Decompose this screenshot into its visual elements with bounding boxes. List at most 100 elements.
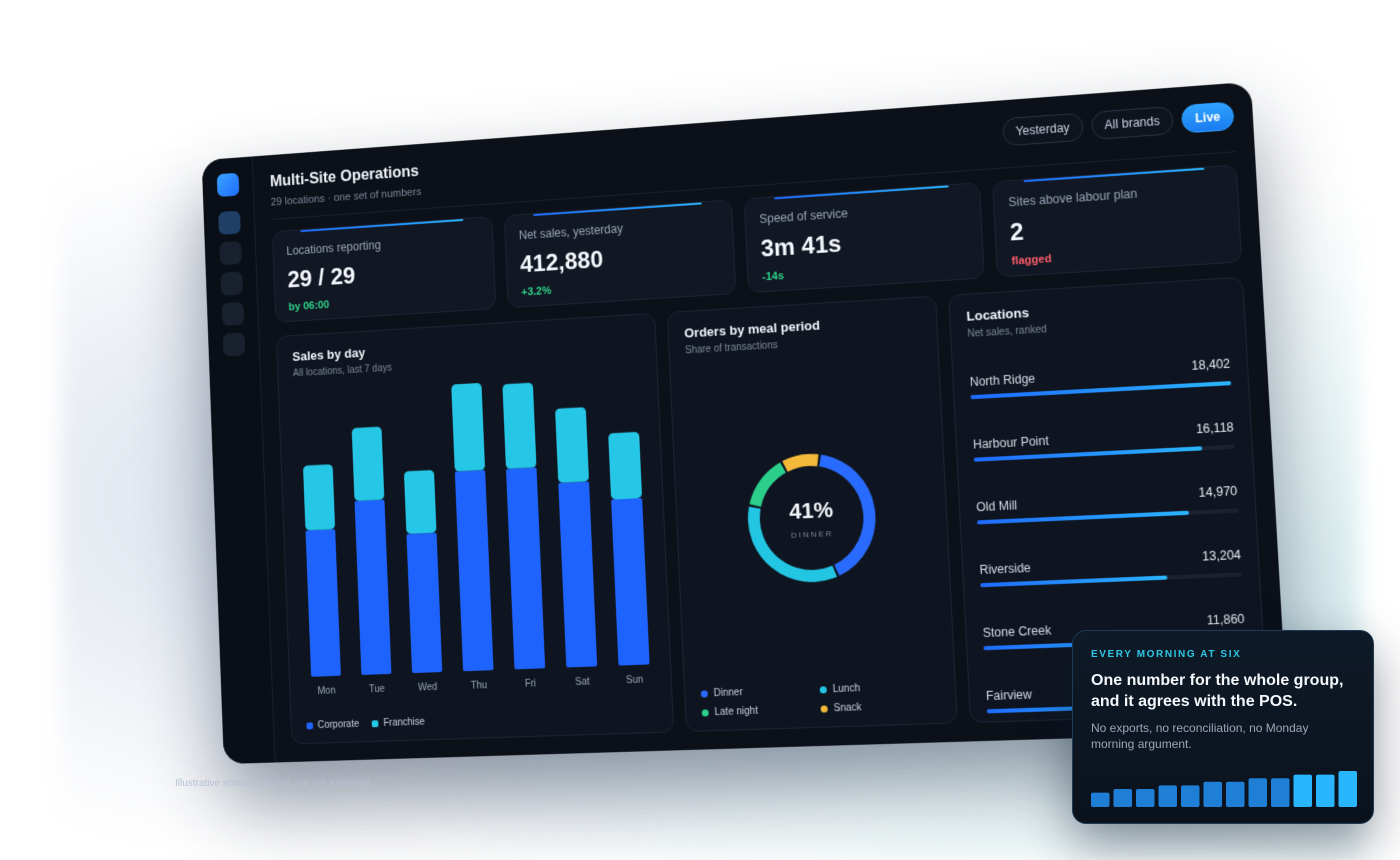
spark-bar [1249, 778, 1268, 807]
kpi-label: Speed of service [759, 198, 966, 226]
nav-item-locations[interactable] [222, 302, 245, 326]
location-bar-fill [980, 575, 1167, 587]
x-tick-label: Tue [369, 684, 386, 695]
location-value: 18,402 [1191, 356, 1230, 372]
kpi-label: Sites above labour plan [1008, 181, 1223, 210]
legend-label: Late night [714, 706, 758, 718]
x-tick-label: Mon [317, 686, 335, 697]
bar-corporate-mon[interactable] [305, 529, 340, 677]
kpi-delta: flagged [1011, 242, 1226, 268]
legend-label: Corporate [317, 719, 359, 731]
bar-corporate-thu[interactable] [455, 470, 494, 671]
callout-card: EVERY MORNING AT SIX One number for the … [1072, 630, 1374, 824]
sales-bar-chart: Mon Tue Wed Thu Fri Sat Sun [290, 367, 663, 721]
location-name: North Ridge [969, 371, 1035, 389]
bar-corporate-sun[interactable] [611, 498, 650, 666]
x-tick-label: Sat [575, 677, 590, 688]
location-value: 13,204 [1202, 548, 1241, 564]
bar-franchise-wed[interactable] [404, 470, 437, 534]
kpi-label: Net sales, yesterday [519, 215, 719, 242]
spark-bar [1316, 775, 1335, 807]
live-toggle-button[interactable]: Live [1181, 101, 1235, 133]
legend-swatch [372, 720, 379, 727]
kpi-value: 3m 41s [760, 222, 968, 263]
x-tick-label: Fri [525, 678, 537, 689]
legend-item-snack[interactable]: Snack [820, 700, 941, 715]
bar-corporate-tue[interactable] [355, 500, 392, 675]
bar-franchise-fri[interactable] [502, 383, 536, 469]
callout-eyebrow: EVERY MORNING AT SIX [1091, 649, 1355, 660]
bar-franchise-mon[interactable] [303, 464, 335, 530]
header-filters: Yesterday All brands Live [1002, 101, 1235, 146]
legend-dot [821, 705, 828, 712]
nav-item-sales[interactable] [219, 241, 242, 265]
legend-item-corporate[interactable]: Corporate [306, 719, 359, 731]
location-name: Fairview [986, 687, 1033, 703]
kpi-accent-line [300, 219, 463, 232]
legend-dot [820, 686, 827, 693]
kpi-card-net-sales[interactable]: Net sales, yesterday 412,880 +3.2% [504, 199, 737, 308]
filter-date-button[interactable]: Yesterday [1002, 113, 1084, 147]
legend-dot [702, 709, 709, 716]
x-tick-label: Sun [626, 675, 644, 687]
nav-item-overview[interactable] [218, 211, 241, 235]
kpi-card-labour-plan[interactable]: Sites above labour plan 2 flagged [992, 164, 1242, 277]
legend-item-late-night[interactable]: Late night [702, 704, 821, 719]
location-name: Riverside [979, 561, 1031, 577]
callout-headline: One number for the whole group, and it a… [1091, 670, 1355, 712]
spark-bar [1091, 793, 1110, 807]
legend-item-dinner[interactable]: Dinner [701, 684, 820, 699]
legend-swatch [306, 722, 313, 729]
spark-bar [1271, 778, 1290, 807]
donut-slice-lunch[interactable] [753, 504, 835, 578]
bar-franchise-sat[interactable] [555, 407, 589, 483]
filter-brands-button[interactable]: All brands [1090, 106, 1174, 140]
location-value: 11,860 [1206, 612, 1245, 628]
spark-bar [1226, 782, 1245, 807]
bar-franchise-tue[interactable] [352, 427, 385, 502]
kpi-card-locations-reporting[interactable]: Locations reporting 29 / 29 by 06:00 [272, 216, 496, 323]
orders-by-meal-card: Orders by meal period Share of transacti… [667, 296, 958, 733]
nav-item-labour[interactable] [220, 271, 243, 295]
donut-slice-dinner[interactable] [820, 458, 872, 571]
spark-bar [1114, 789, 1133, 807]
kpi-value: 2 [1009, 205, 1224, 247]
bar-franchise-sun[interactable] [608, 432, 642, 500]
kpi-accent-line [1024, 168, 1205, 183]
location-name: Stone Creek [982, 623, 1051, 640]
kpi-accent-line [774, 185, 948, 199]
legend-item-lunch[interactable]: Lunch [819, 680, 940, 695]
location-row[interactable]: Old Mill 14,970 [975, 478, 1240, 553]
meal-donut-chart [737, 442, 887, 593]
donut-slice-late-night[interactable] [753, 468, 784, 506]
donut-slice-snack[interactable] [785, 460, 818, 467]
spark-bar [1204, 782, 1223, 807]
bar-corporate-sat[interactable] [558, 481, 597, 667]
kpi-card-speed-of-service[interactable]: Speed of service 3m 41s -14s [744, 182, 985, 293]
footnote: Illustrative screen · figures are not a … [175, 778, 370, 789]
spark-bar [1294, 775, 1313, 807]
app-logo-icon [217, 173, 240, 197]
location-row[interactable]: Riverside 13,204 [979, 541, 1244, 615]
legend-label: Franchise [383, 717, 425, 729]
bar-franchise-thu[interactable] [451, 383, 485, 472]
legend-label: Lunch [832, 683, 860, 695]
kpi-delta: +3.2% [521, 274, 721, 298]
legend-dot [701, 690, 708, 697]
callout-sparkline-bars [1091, 767, 1357, 807]
bar-corporate-wed[interactable] [406, 533, 442, 674]
spark-bar [1159, 785, 1178, 807]
bar-corporate-fri[interactable] [506, 467, 545, 669]
legend-item-franchise[interactable]: Franchise [372, 717, 425, 729]
kpi-delta: -14s [762, 258, 969, 283]
nav-item-settings[interactable] [223, 332, 246, 356]
callout-body: No exports, no reconciliation, no Monday… [1091, 720, 1355, 752]
kpi-label: Locations reporting [286, 231, 479, 257]
sales-by-day-card: Sales by day All locations, last 7 days … [276, 313, 674, 745]
x-tick-label: Wed [418, 682, 438, 694]
location-name: Old Mill [976, 498, 1018, 514]
location-name: Harbour Point [973, 434, 1049, 452]
spark-bar [1136, 789, 1155, 807]
spark-bar [1181, 785, 1200, 807]
x-tick-label: Thu [471, 680, 488, 691]
